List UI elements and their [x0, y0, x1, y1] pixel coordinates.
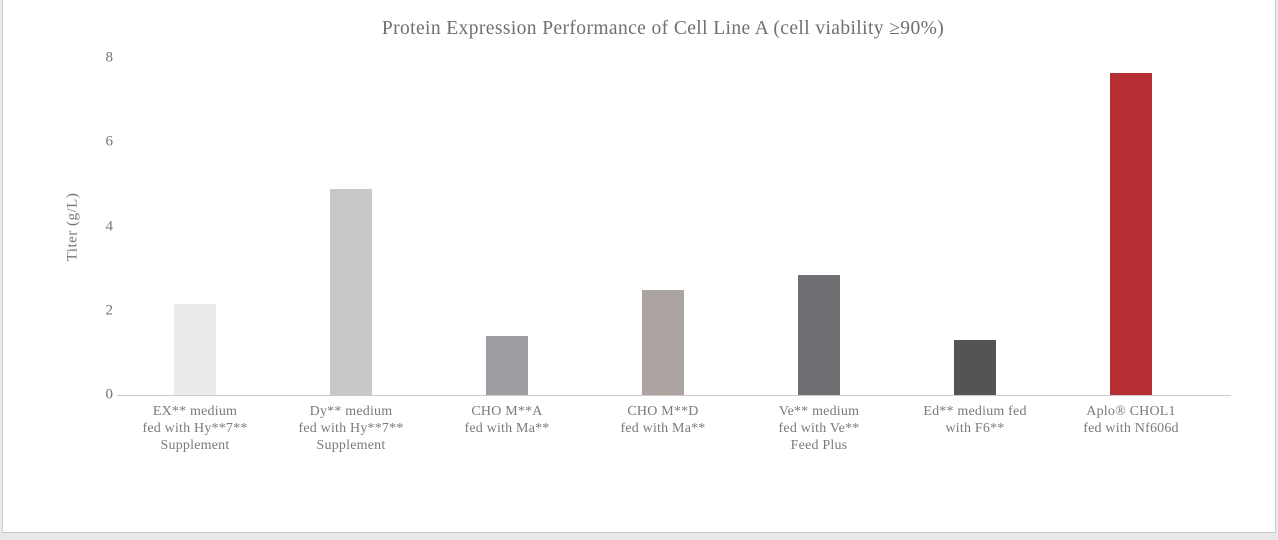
category-cell: Dy** medium fed with Hy**7** Supplement	[273, 58, 429, 453]
category-label: Ed** medium fed with F6**	[923, 404, 1027, 436]
y-tick-label: 4	[105, 218, 114, 234]
bar	[798, 274, 840, 395]
category-cell: Ve** medium fed with Ve** Feed Plus	[741, 58, 897, 453]
chart-title: Protein Expression Performance of Cell L…	[381, 18, 945, 39]
category-label: EX** medium fed with Hy**7** Supplement	[142, 404, 248, 453]
category-cell: EX** medium fed with Hy**7** Supplement	[117, 58, 273, 453]
category-cell: CHO M**A fed with Ma**	[429, 58, 585, 436]
y-tick-label: 2	[105, 302, 114, 319]
y-tick-label: 0	[105, 386, 114, 403]
y-tick-label: 6	[105, 133, 114, 150]
category-label: Aplo® CHOL1 fed with Nf606d	[1083, 404, 1179, 436]
bar	[330, 188, 372, 395]
plot-area: EX** medium fed with Hy**7** Supplement D…	[117, 58, 1209, 453]
category-label: Ve** medium fed with Ve** Feed Plus	[778, 404, 860, 453]
category-cell: Ed** medium fed with F6**	[897, 58, 1053, 436]
bar	[1110, 72, 1152, 395]
category-label: CHO M**A fed with Ma**	[464, 404, 550, 436]
bar	[954, 340, 996, 395]
x-axis-line	[117, 395, 1231, 396]
category-label: CHO M**D fed with Ma**	[620, 404, 706, 436]
bar	[642, 289, 684, 395]
category-cell: Aplo® CHOL1 fed with Nf606d	[1053, 58, 1209, 436]
y-tick-label: 8	[105, 49, 114, 66]
bar-chart: Protein Expression Performance of Cell L…	[3, 0, 1275, 532]
category-label: Dy** medium fed with Hy**7** Supplement	[298, 404, 404, 453]
bar	[486, 336, 528, 395]
bar	[174, 304, 216, 395]
category-cell: CHO M**D fed with Ma**	[585, 58, 741, 436]
